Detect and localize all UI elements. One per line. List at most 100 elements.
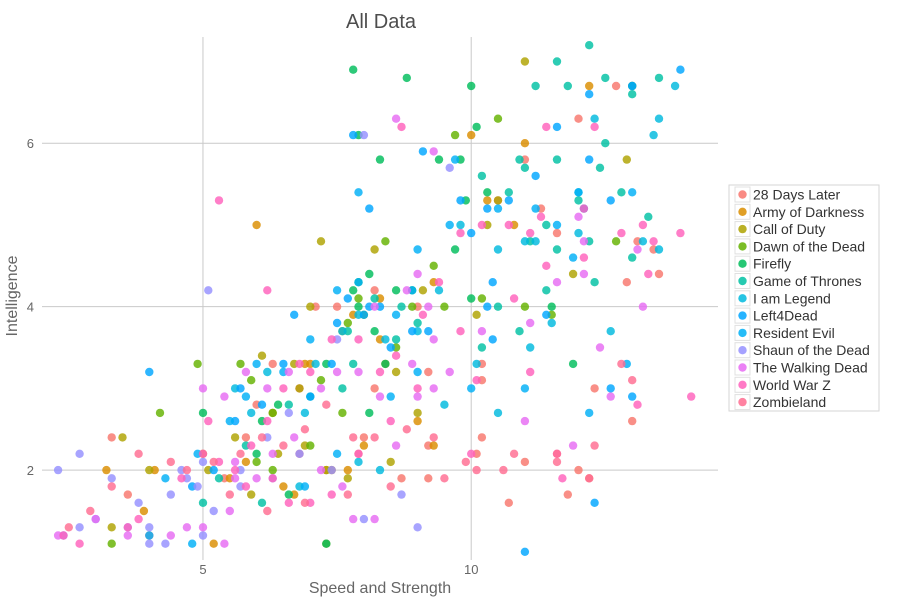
data-point bbox=[166, 531, 175, 540]
data-point bbox=[638, 302, 648, 311]
data-point bbox=[687, 392, 696, 401]
data-point bbox=[225, 506, 234, 516]
data-point bbox=[349, 286, 358, 295]
data-point bbox=[654, 245, 664, 254]
data-point bbox=[59, 531, 68, 540]
data-point bbox=[316, 384, 326, 393]
data-point bbox=[552, 449, 562, 458]
data-point bbox=[359, 433, 369, 442]
data-point bbox=[284, 408, 293, 418]
data-point bbox=[654, 73, 664, 83]
data-point bbox=[327, 490, 336, 499]
data-point bbox=[617, 228, 626, 238]
data-point bbox=[472, 310, 481, 319]
legend-frame bbox=[728, 184, 880, 412]
data-point bbox=[343, 490, 352, 499]
legend-label-1: 28 Days Later bbox=[753, 187, 840, 203]
data-point bbox=[182, 465, 192, 475]
data-point bbox=[300, 498, 310, 507]
data-point bbox=[601, 73, 610, 83]
data-point bbox=[649, 130, 658, 140]
data-point bbox=[295, 449, 304, 458]
data-point bbox=[214, 196, 224, 205]
data-point bbox=[386, 482, 395, 491]
data-point bbox=[306, 392, 315, 401]
data-point bbox=[574, 212, 583, 221]
data-point bbox=[268, 449, 277, 458]
data-point bbox=[391, 351, 401, 360]
data-point bbox=[595, 163, 605, 172]
data-point bbox=[247, 408, 256, 418]
data-point bbox=[161, 539, 170, 548]
legend-swatch-6 bbox=[738, 276, 747, 286]
data-point bbox=[445, 163, 454, 172]
data-point bbox=[145, 523, 154, 532]
data-point bbox=[209, 457, 218, 467]
data-point bbox=[230, 433, 240, 442]
data-point bbox=[408, 302, 417, 311]
data-point bbox=[397, 490, 406, 499]
legend-swatch-2 bbox=[738, 207, 747, 216]
data-point bbox=[606, 384, 615, 393]
data-point bbox=[531, 204, 540, 213]
data-point bbox=[198, 523, 208, 532]
data-point bbox=[327, 465, 336, 475]
data-point bbox=[552, 278, 562, 287]
data-point bbox=[145, 367, 154, 377]
data-point bbox=[359, 441, 369, 450]
data-point bbox=[107, 433, 116, 442]
legend-label-13: Zombieland bbox=[753, 394, 826, 410]
data-point bbox=[590, 278, 599, 287]
data-point bbox=[252, 220, 261, 230]
data-point bbox=[134, 498, 143, 507]
data-point bbox=[493, 114, 503, 123]
data-point bbox=[220, 539, 229, 548]
data-point bbox=[547, 318, 556, 328]
data-point bbox=[520, 547, 530, 556]
data-point bbox=[198, 498, 208, 507]
data-point bbox=[370, 302, 379, 311]
data-point bbox=[515, 327, 524, 336]
data-point bbox=[279, 359, 288, 369]
data-point bbox=[316, 465, 326, 475]
data-point bbox=[370, 327, 379, 336]
data-point bbox=[585, 408, 594, 418]
data-point bbox=[654, 114, 664, 123]
data-point bbox=[568, 253, 578, 262]
data-point bbox=[332, 449, 342, 458]
data-point bbox=[295, 384, 304, 393]
data-point bbox=[563, 81, 572, 91]
data-point bbox=[628, 416, 637, 426]
data-point bbox=[520, 416, 530, 426]
legend-label-7: I am Legend bbox=[753, 290, 831, 306]
data-point bbox=[230, 465, 240, 475]
data-point bbox=[558, 474, 567, 483]
data-point bbox=[209, 539, 218, 548]
data-point bbox=[193, 482, 202, 491]
data-point bbox=[477, 343, 487, 352]
data-point bbox=[467, 130, 476, 140]
data-point bbox=[579, 237, 589, 246]
data-point bbox=[268, 474, 277, 483]
data-point bbox=[670, 81, 680, 91]
data-point bbox=[413, 245, 422, 254]
data-point bbox=[638, 220, 648, 230]
series-13 bbox=[64, 359, 637, 532]
data-point bbox=[413, 523, 422, 532]
data-point bbox=[354, 367, 363, 377]
data-point bbox=[617, 188, 626, 197]
data-point bbox=[370, 514, 379, 524]
tick-labels: 5 10 2 4 6 bbox=[27, 136, 479, 577]
data-point bbox=[611, 81, 621, 91]
data-point bbox=[284, 498, 293, 507]
data-point bbox=[386, 392, 395, 401]
data-point bbox=[349, 130, 358, 140]
data-point bbox=[198, 408, 208, 418]
data-point bbox=[257, 433, 267, 442]
legend-swatch-9 bbox=[738, 328, 747, 338]
legend-label-8: Left4Dead bbox=[753, 308, 818, 324]
series-6 bbox=[198, 41, 664, 507]
data-point bbox=[504, 498, 513, 507]
data-point bbox=[236, 359, 245, 369]
